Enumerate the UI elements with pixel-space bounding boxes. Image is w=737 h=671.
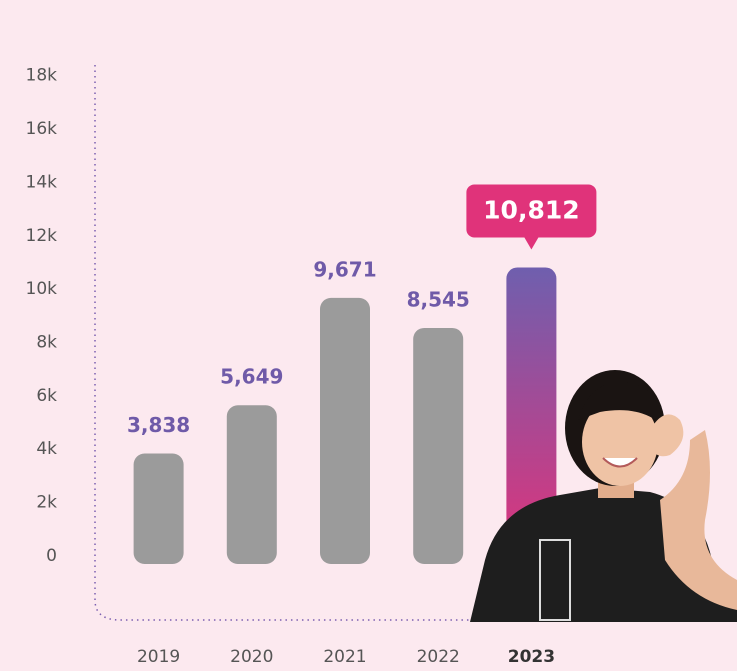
y-tick-label: 0 xyxy=(46,546,57,566)
bar xyxy=(133,453,184,564)
value-label: 9,671 xyxy=(313,257,376,281)
y-tick-label: 14k xyxy=(26,172,58,192)
y-tick-label: 10k xyxy=(26,279,58,299)
value-label: 8,545 xyxy=(407,287,470,311)
x-tick-label: 2020 xyxy=(230,647,273,667)
x-tick-label: 2019 xyxy=(137,647,180,667)
person-face xyxy=(582,398,658,486)
x-tick-label: 2021 xyxy=(323,647,366,667)
y-tick-label: 12k xyxy=(26,226,58,246)
label-bubble xyxy=(466,184,597,250)
person-hand xyxy=(650,414,684,457)
x-tick-label: 2023 xyxy=(508,647,555,667)
y-tick-label: 6k xyxy=(36,386,57,406)
bar xyxy=(226,405,277,564)
shirt-print xyxy=(539,539,571,621)
bar xyxy=(413,327,464,564)
y-tick-label: 16k xyxy=(26,119,58,139)
person-smile xyxy=(602,457,638,468)
value-label: 3,838 xyxy=(127,413,190,437)
person-arm xyxy=(660,430,737,610)
y-tick-label: 4k xyxy=(36,439,57,459)
value-label: 10,812 xyxy=(483,195,579,224)
y-tick-label: 18k xyxy=(26,66,58,86)
bar xyxy=(506,267,557,564)
y-tick-label: 8k xyxy=(36,333,57,353)
value-label: 5,649 xyxy=(220,365,283,389)
bar xyxy=(320,297,370,564)
x-tick-label: 2022 xyxy=(417,647,460,667)
y-tick-label: 2k xyxy=(36,493,57,513)
person-bangs xyxy=(578,381,662,425)
